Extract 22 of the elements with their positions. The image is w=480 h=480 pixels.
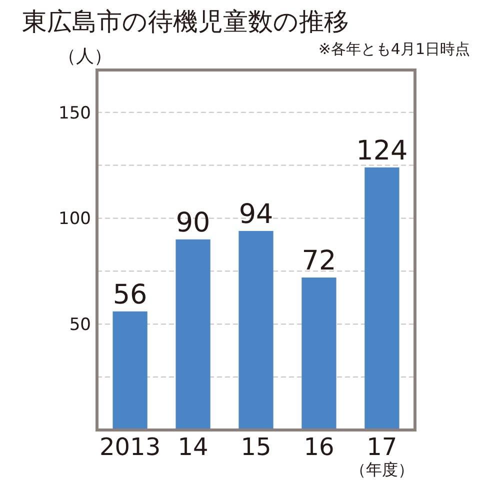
bar (364, 167, 400, 430)
y-axis-title: （人） (58, 46, 112, 67)
bar (238, 230, 274, 430)
bar (112, 311, 148, 430)
x-axis-title: （年度） (350, 460, 414, 479)
data-label: 72 (302, 246, 336, 277)
data-label: 90 (176, 207, 210, 238)
x-tick-label: 15 (240, 433, 272, 461)
bar (302, 278, 336, 430)
y-tick-label: 150 (58, 103, 91, 124)
x-tick-label: 2013 (100, 433, 161, 461)
x-tick-label: 14 (178, 433, 208, 461)
data-label: 124 (356, 135, 408, 166)
data-label: 56 (112, 279, 148, 310)
chart-subtitle: ※各年とも4月1日時点 (318, 40, 470, 58)
chart-title: 東広島市の待機児童数の推移 (22, 7, 349, 36)
x-tick-label: 16 (304, 433, 334, 461)
bar (176, 239, 210, 430)
data-label: 94 (238, 198, 274, 230)
y-tick-label: 100 (58, 209, 91, 230)
x-tick-label: 17 (366, 433, 398, 461)
y-tick-label: 50 (69, 315, 91, 336)
